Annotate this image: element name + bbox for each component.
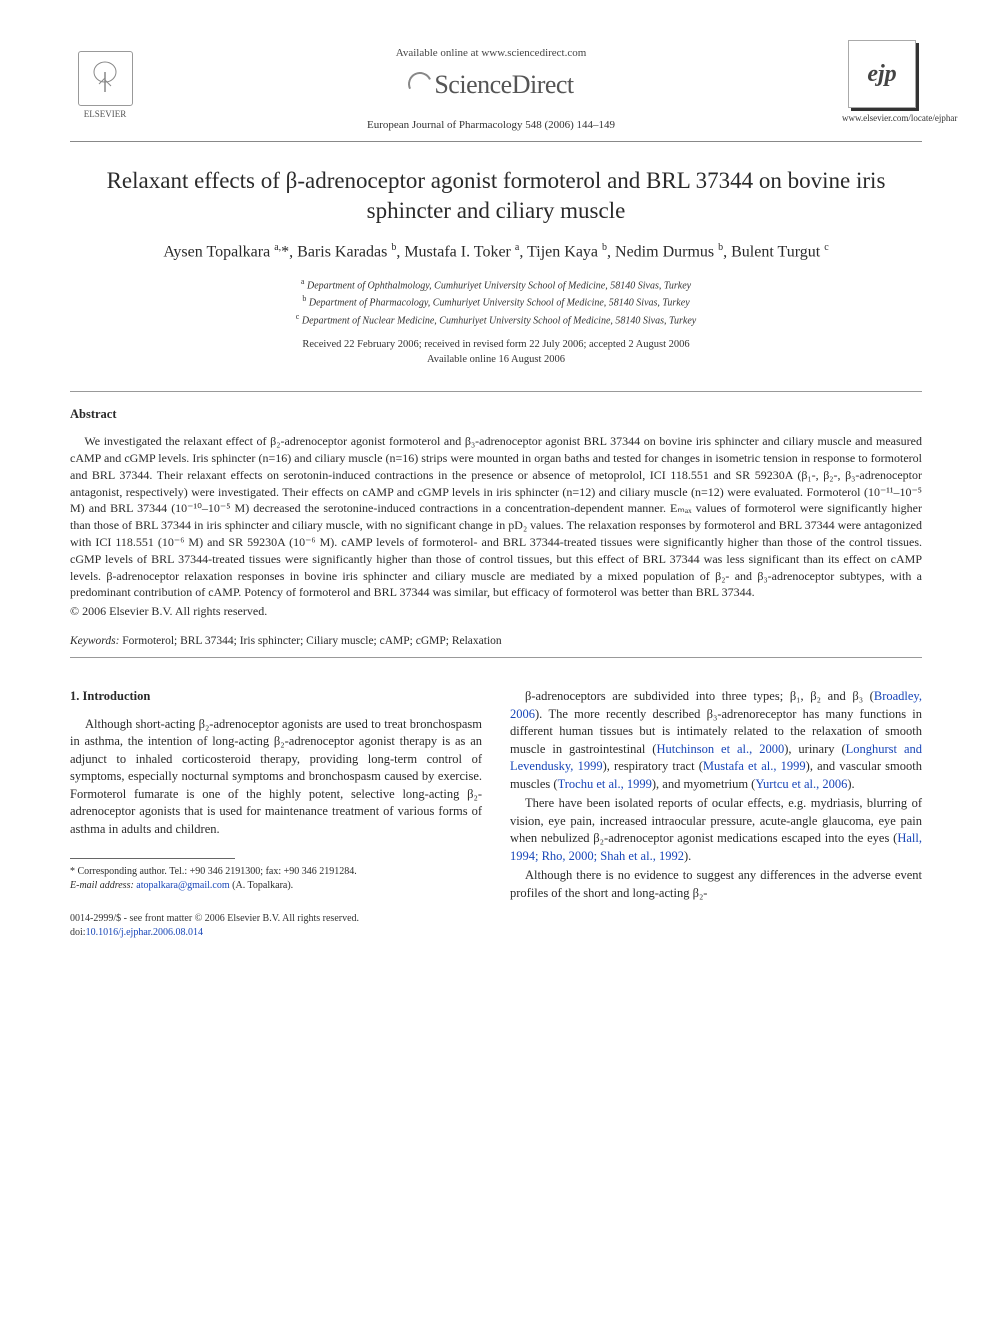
ref-trochu[interactable]: Trochu et al., 1999 [558,777,652,791]
affiliation-c: c Department of Nuclear Medicine, Cumhur… [70,311,922,328]
article-dates: Received 22 February 2006; received in r… [70,338,922,367]
footer-block: 0014-2999/$ - see front matter © 2006 El… [70,912,482,939]
journal-header: ELSEVIER Available online at www.science… [70,40,922,133]
elsevier-logo: ELSEVIER [70,40,140,120]
available-online-line: Available online at www.sciencedirect.co… [140,46,842,61]
ejp-logo-block: ejp www.elsevier.com/locate/ejphar [842,40,922,124]
abstract-top-rule [70,391,922,392]
footnote-rule [70,858,235,859]
intro-p2: β-adrenoceptors are subdivided into thre… [510,688,922,793]
author-list: Aysen Topalkara a,*, Baris Karadas b, Mu… [70,240,922,264]
ref-hutchinson[interactable]: Hutchinson et al., 2000 [656,742,784,756]
affiliation-b: b Department of Pharmacology, Cumhuriyet… [70,293,922,310]
footnote-email-tail: (A. Topalkara). [232,880,293,891]
doi-line: doi:10.1016/j.ejphar.2006.08.014 [70,926,482,940]
ejp-box-icon: ejp [848,40,916,108]
intro-heading: 1. Introduction [70,688,482,706]
intro-p3: There have been isolated reports of ocul… [510,795,922,865]
journal-reference: European Journal of Pharmacology 548 (20… [140,118,842,133]
intro-p4: Although there is no evidence to suggest… [510,867,922,902]
elsevier-tree-icon [78,51,133,106]
issn-line: 0014-2999/$ - see front matter © 2006 El… [70,912,482,926]
sciencedirect-swirl-icon [405,68,436,99]
intro-p1: Although short-acting β₂-adrenoceptor ag… [70,716,482,839]
abstract-text: We investigated the relaxant effect of β… [70,433,922,601]
footnote-email-label: E-mail address: [70,880,134,891]
copyright-line: © 2006 Elsevier B.V. All rights reserved… [70,603,922,620]
header-center: Available online at www.sciencedirect.co… [140,40,842,133]
affiliation-a: a Department of Ophthalmology, Cumhuriye… [70,276,922,293]
footnote-corr: * Corresponding author. Tel.: +90 346 21… [70,865,482,879]
abstract-heading: Abstract [70,406,922,423]
corresponding-author-footnote: * Corresponding author. Tel.: +90 346 21… [70,865,482,892]
sciencedirect-text: ScienceDirect [434,70,573,99]
online-line: Available online 16 August 2006 [70,353,922,368]
ref-mustafa[interactable]: Mustafa et al., 1999 [703,759,806,773]
keywords-label: Keywords: [70,635,119,647]
abstract-bottom-rule [70,657,922,658]
elsevier-label: ELSEVIER [84,108,127,120]
header-rule [70,141,922,142]
affiliations: a Department of Ophthalmology, Cumhuriye… [70,276,922,328]
doi-link[interactable]: 10.1016/j.ejphar.2006.08.014 [86,927,204,938]
keywords-list: Formoterol; BRL 37344; Iris sphincter; C… [122,635,501,647]
received-line: Received 22 February 2006; received in r… [70,338,922,353]
abstract-body: We investigated the relaxant effect of β… [70,433,922,620]
article-title: Relaxant effects of β-adrenoceptor agoni… [70,166,922,226]
body-columns: 1. Introduction Although short-acting β₂… [70,688,922,939]
ref-yurtcu[interactable]: Yurtcu et al., 2006 [755,777,847,791]
footnote-email[interactable]: atopalkara@gmail.com [136,880,229,891]
footnote-email-line: E-mail address: atopalkara@gmail.com (A.… [70,879,482,893]
sciencedirect-logo: ScienceDirect [140,67,842,102]
keywords-block: Keywords: Formoterol; BRL 37344; Iris sp… [70,634,922,650]
ejp-url: www.elsevier.com/locate/ejphar [842,112,922,124]
